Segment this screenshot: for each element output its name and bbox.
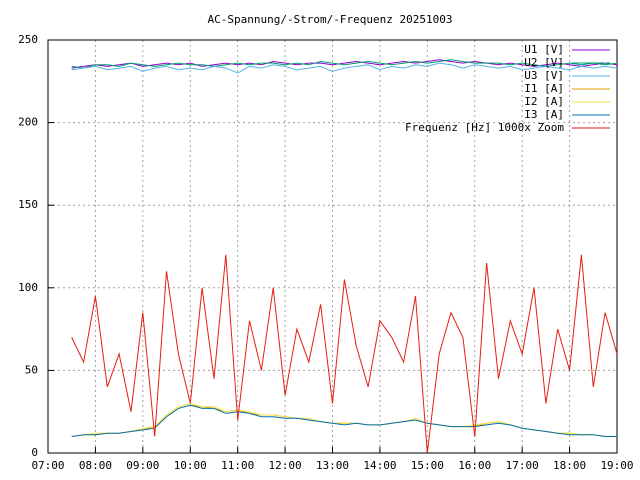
chart-title: AC-Spannung/-Strom/-Frequenz 20251003 (207, 13, 452, 26)
series-line (71, 62, 618, 74)
legend-label: I1 [A] (524, 82, 564, 95)
legend-label: I2 [A] (524, 95, 564, 108)
x-tick-label: 11:00 (221, 459, 254, 472)
x-tick-label: 10:00 (174, 459, 207, 472)
x-tick-label: 07:00 (31, 459, 64, 472)
series-line (71, 254, 618, 454)
y-tick-label: 50 (25, 363, 38, 376)
x-tick-label: 08:00 (79, 459, 112, 472)
x-tick-label: 16:00 (458, 459, 491, 472)
x-tick-label: 12:00 (269, 459, 302, 472)
legend-label: U3 [V] (524, 69, 564, 82)
x-tick-label: 17:00 (506, 459, 539, 472)
series-line (71, 59, 618, 69)
y-tick-label: 250 (18, 33, 38, 46)
x-tick-label: 18:00 (553, 459, 586, 472)
legend-label: I3 [A] (524, 108, 564, 121)
x-tick-label: 19:00 (600, 459, 633, 472)
series-line (71, 59, 618, 69)
x-tick-label: 09:00 (126, 459, 159, 472)
x-tick-label: 13:00 (316, 459, 349, 472)
y-tick-label: 0 (31, 446, 38, 459)
legend-label: U1 [V] (524, 43, 564, 56)
x-tick-label: 15:00 (411, 459, 444, 472)
y-tick-label: 150 (18, 198, 38, 211)
plot-frame (47, 39, 618, 454)
y-tick-label: 100 (18, 281, 38, 294)
series-line (71, 404, 617, 437)
x-tick-label: 14:00 (363, 459, 396, 472)
legend-label: Frequenz [Hz] 1000x Zoom (405, 121, 564, 134)
y-tick-label: 200 (18, 116, 38, 129)
legend-label: U2 [V] (524, 56, 564, 69)
